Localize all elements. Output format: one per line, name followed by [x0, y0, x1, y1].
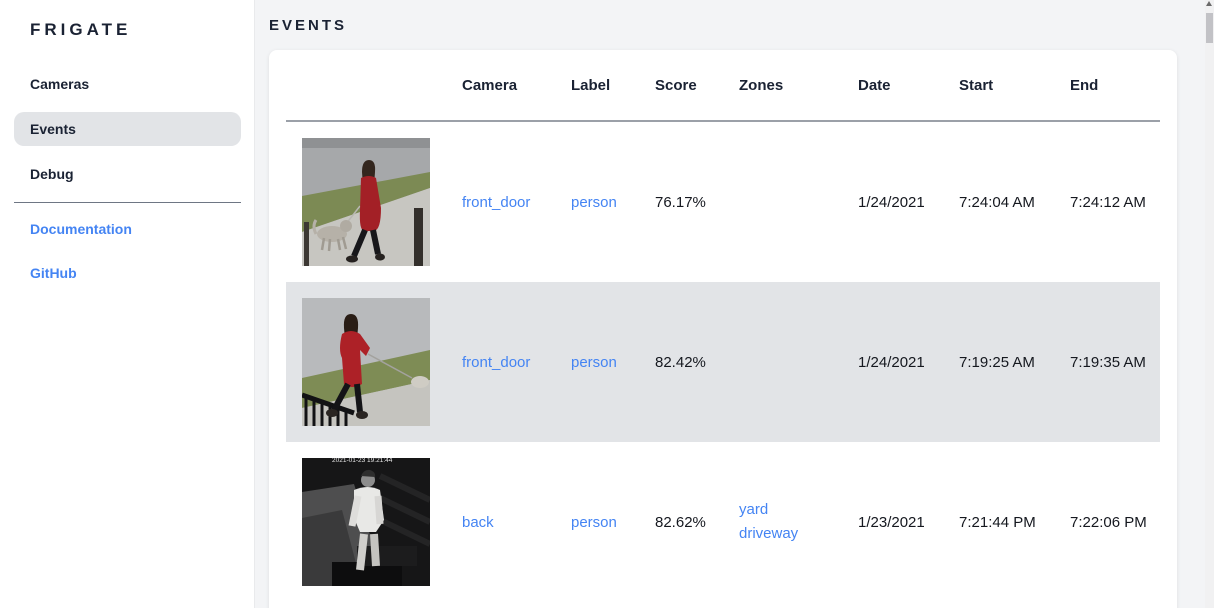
events-table: Camera Label Score Zones Date Start End	[286, 50, 1160, 602]
label-cell: person	[571, 282, 655, 442]
col-header-start: Start	[959, 50, 1070, 122]
scrollbar-thumb[interactable]	[1206, 13, 1213, 43]
event-row[interactable]: front_door person 82.42% 1/24/2021 7:19:…	[286, 282, 1160, 442]
score-cell: 76.17%	[655, 193, 706, 211]
event-thumbnail[interactable]: 2021-01-23 19:21:44	[302, 458, 430, 586]
thumbnail-cell: 2021-01-23 19:21:44	[286, 442, 462, 602]
events-card: Camera Label Score Zones Date Start End	[269, 50, 1177, 608]
label-link[interactable]: person	[571, 353, 617, 371]
camera-cell: front_door	[462, 121, 571, 282]
col-header-date: Date	[858, 50, 959, 122]
camera-link[interactable]: front_door	[462, 193, 531, 211]
sidebar-item-events[interactable]: Events	[14, 112, 241, 146]
event-thumbnail[interactable]	[302, 138, 430, 266]
app-logo[interactable]: FRIGATE	[30, 20, 132, 39]
label-cell: person	[571, 121, 655, 282]
end-cell: 7:24:12 AM	[1070, 193, 1146, 211]
zone-link[interactable]: driveway	[739, 525, 799, 542]
thumbnail-osd-timestamp: 2021-01-23 19:21:44	[332, 458, 393, 464]
page-title: EVENTS	[269, 17, 348, 34]
score-cell: 82.62%	[655, 513, 706, 531]
sidebar-link-github[interactable]: GitHub	[30, 265, 77, 281]
col-header-zones: Zones	[739, 50, 858, 122]
start-cell: 7:21:44 PM	[959, 513, 1036, 531]
sidebar-link-documentation[interactable]: Documentation	[30, 221, 132, 237]
start-cell: 7:19:25 AM	[959, 353, 1035, 371]
col-header-end: End	[1070, 50, 1160, 122]
zones-cell	[739, 282, 858, 442]
end-cell: 7:22:06 PM	[1070, 513, 1147, 531]
label-link[interactable]: person	[571, 513, 617, 531]
camera-cell: back	[462, 442, 571, 602]
col-header-thumbnail	[286, 50, 462, 122]
date-cell: 1/24/2021	[858, 193, 925, 211]
thumbnail-cell	[286, 121, 462, 282]
camera-cell: front_door	[462, 282, 571, 442]
score-cell: 82.42%	[655, 353, 706, 371]
scroll-up-arrow-icon[interactable]	[1206, 1, 1212, 6]
sidebar-item-cameras[interactable]: Cameras	[30, 76, 90, 92]
event-row[interactable]: front_door person 76.17% 1/24/2021 7:24:…	[286, 121, 1160, 282]
zones-cell	[739, 121, 858, 282]
scrollbar[interactable]	[1205, 0, 1214, 608]
date-cell: 1/24/2021	[858, 353, 925, 371]
event-thumbnail[interactable]	[302, 298, 430, 426]
col-header-label: Label	[571, 50, 655, 122]
end-cell: 7:19:35 AM	[1070, 353, 1146, 371]
col-header-camera: Camera	[462, 50, 571, 122]
zone-link[interactable]: yard	[739, 501, 769, 518]
camera-link[interactable]: front_door	[462, 353, 531, 371]
zones-cell: yard driveway	[739, 442, 858, 602]
sidebar-divider	[14, 202, 241, 203]
table-header-row: Camera Label Score Zones Date Start End	[286, 50, 1160, 122]
main-content: EVENTS Camera Label Score Zones Date	[255, 0, 1214, 608]
sidebar-item-debug[interactable]: Debug	[30, 166, 74, 182]
sidebar: FRIGATE Cameras Events Debug Documentati…	[0, 0, 255, 608]
event-row[interactable]: 2021-01-23 19:21:44 back person 82.62% y…	[286, 442, 1160, 602]
col-header-score: Score	[655, 50, 739, 122]
label-link[interactable]: person	[571, 193, 617, 211]
label-cell: person	[571, 442, 655, 602]
date-cell: 1/23/2021	[858, 513, 925, 531]
start-cell: 7:24:04 AM	[959, 193, 1035, 211]
thumbnail-cell	[286, 282, 462, 442]
camera-link[interactable]: back	[462, 513, 494, 531]
sidebar-nav: Cameras Events Debug	[14, 67, 241, 191]
